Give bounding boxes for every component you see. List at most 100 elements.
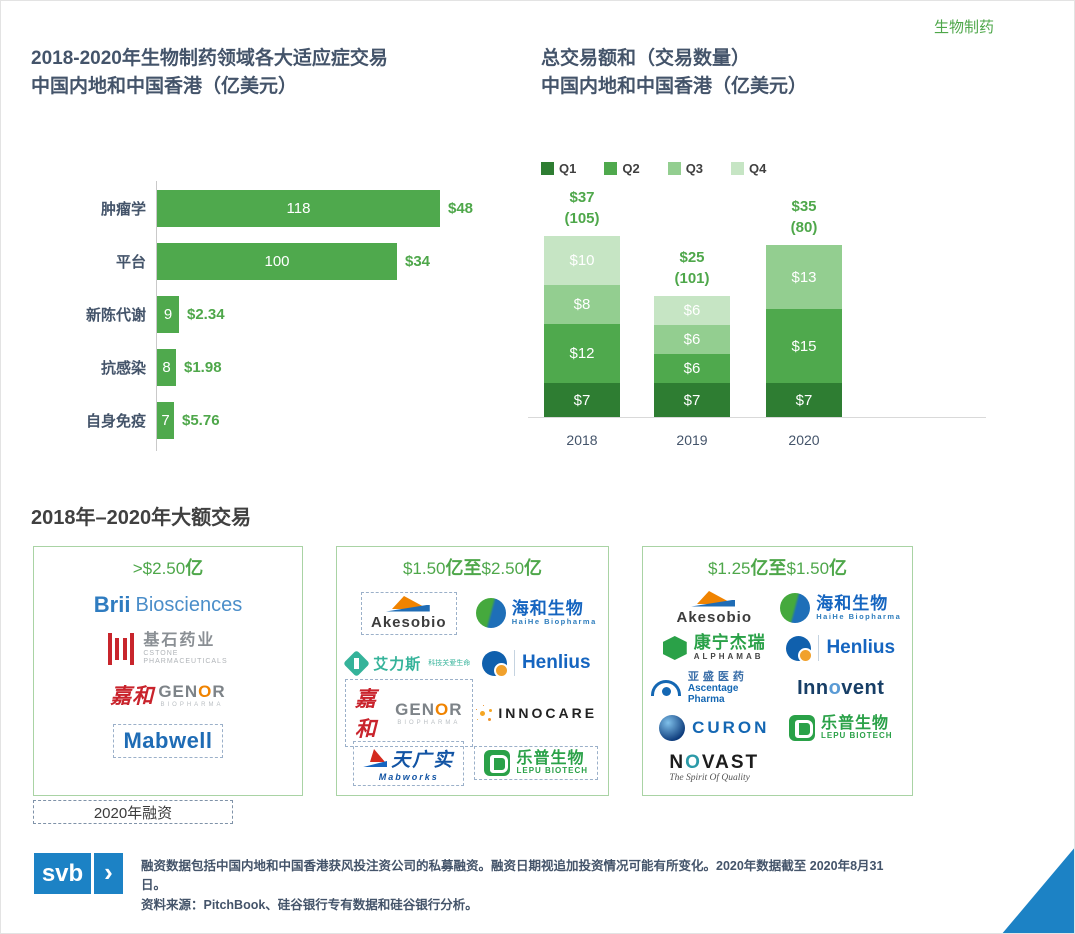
deal-box-header: $1.50亿至$2.50亿 [337, 554, 608, 580]
footnote-source: 资料来源：PitchBook、硅谷银行专有数据和硅谷银行分析。 [141, 897, 478, 912]
henlius-icon [481, 650, 509, 678]
section-title-part: 年大额交易 [151, 507, 252, 529]
stack-segment-q2: $6 [654, 354, 730, 383]
category-label-antiinfective: 抗感染 [100, 360, 146, 377]
year-label-2019: 2019 [676, 432, 708, 448]
bar-row: 7 $5.76 [157, 394, 501, 447]
header-amount: $2.50 [481, 559, 525, 578]
section-title-part: 年 [75, 507, 96, 529]
brii-wordmark: Brii [93, 592, 131, 617]
alphamab-en: ALPHAMAB [693, 651, 764, 661]
category-axis: 肿瘤学 平台 新陈代谢 抗感染 自身免疫 [31, 181, 156, 451]
cstone-en: PHARMACEUTICALS [143, 658, 228, 666]
year-label-2020: 2020 [788, 432, 820, 448]
henlius-wordmark: Henlius [826, 637, 896, 658]
genor-en-part: GEN [158, 681, 199, 701]
title-text: 年生物制药领域各大适应症交易 [121, 48, 388, 69]
logo-grid: Akesobio 海和生物 HaiHe Biopharma 艾力斯 科技关爱生命 … [337, 580, 608, 794]
deals-section-title: 2018年–2020年大额交易 [31, 501, 251, 530]
legend-item-q3: Q3 [667, 161, 703, 176]
header-amount: $1.50 [402, 559, 446, 578]
allist-cn: 艾力斯 [373, 655, 422, 673]
ascentage-en: Ascentage Pharma [687, 683, 739, 706]
logo-mabwell: Mabwell [113, 724, 223, 759]
stack-total-2019: $25 (101) [654, 247, 730, 289]
bar-amount-label: $2.34 [187, 306, 225, 323]
header-unit: 亿 [185, 558, 204, 578]
haihe-text: 海和生物 HaiHe Biopharma [512, 599, 597, 627]
bar-row: 118 $48 [157, 182, 501, 235]
right-chart-title: 总交易额和（交易数量） 中国内地和中国香港（亿美元） [541, 45, 991, 101]
logo-ascentage-pharma: 亚盛医药 Ascentage Pharma [651, 671, 778, 705]
logo-akesobio: Akesobio [360, 591, 457, 635]
genor-en: GENOR BIOPHARMA [395, 701, 462, 726]
segment-value-label: $8 [573, 296, 591, 313]
segment-value-label: $10 [569, 252, 595, 269]
left-chart-title-line2: 中国内地和中国香港（亿美元） [31, 76, 298, 97]
section-title-part: 2018 [31, 507, 76, 529]
stack-segment-q4: $10 [544, 236, 620, 285]
funding-2020-key: 2020年融资 [33, 800, 233, 824]
segment-value-label: $6 [683, 360, 701, 377]
header-amount: >$2.50 [132, 559, 186, 578]
footnote: 融资数据包括中国内地和中国香港获风投注资公司的私募融资。融资日期视追加投资情况可… [141, 857, 899, 915]
bar-row: 100 $34 [157, 235, 501, 288]
genor-cn: 嘉和 [355, 688, 377, 741]
innovent-wordmark: Innovent [797, 677, 884, 700]
header-unit: 亿 [524, 558, 543, 578]
total-amount: $37 [569, 189, 595, 206]
left-chart-title-line1: 2018-2020年生物制药领域各大适应症交易 [31, 45, 521, 73]
curon-wordmark: CURON [692, 718, 770, 737]
genor-sub: BIOPHARMA [397, 719, 461, 726]
stack-segment-q1: $7 [766, 383, 842, 417]
legend-label-q1: Q1 [559, 161, 577, 176]
akesobio-wordmark: Akesobio [370, 613, 447, 631]
stack-total-2020: $35 (80) [766, 196, 842, 238]
right-chart-title-line1: 总交易额和（交易数量） [541, 48, 751, 69]
haihe-text: 海和生物 HaiHe Biopharma [816, 594, 901, 622]
genor-en-part: GEN [395, 699, 435, 719]
total-amount: $35 [791, 198, 817, 215]
logo-alphamab: 康宁杰瑞 ALPHAMAB [662, 634, 766, 661]
innovent-part: vent [841, 676, 885, 699]
novast-o: O [685, 751, 702, 773]
bar-amount-label: $48 [448, 200, 474, 217]
logo-henlius: Henlius [786, 635, 896, 663]
legend-swatch-q2 [604, 162, 618, 175]
segment-value-label: $7 [795, 391, 813, 409]
logo-henlius: Henlius [481, 650, 591, 678]
stack-segment-q2: $15 [766, 309, 842, 383]
deal-count: (105) [564, 210, 600, 227]
quarter-legend: Q1 Q2 Q3 Q4 [541, 161, 766, 176]
stack-2018: $37 (105) $10 $8 $12 $7 2018 [544, 187, 620, 448]
mabworks-icon [363, 749, 387, 767]
x-axis-baseline [528, 417, 986, 418]
innocare-icon [475, 706, 489, 720]
logo-allist: 艾力斯 科技关爱生命 [343, 649, 471, 677]
logo-cstone-pharmaceuticals: 基石药业 CSTONE PHARMACEUTICALS [108, 632, 227, 666]
henlius-divider [818, 635, 820, 661]
segment-value-label: $13 [791, 268, 817, 286]
ascentage-text: 亚盛医药 Ascentage Pharma [688, 671, 778, 705]
henlius-icon [786, 635, 814, 663]
logo-innocare: INNOCARE [475, 705, 597, 721]
legend-swatch-q1 [541, 162, 554, 175]
akesobio-icon [691, 590, 737, 607]
lepu-cn: 乐普生物 [516, 749, 585, 767]
bar-deal-count: 7 [161, 412, 170, 429]
innovent-part: Inn [797, 676, 829, 699]
logo-haihe-biopharma: 海和生物 HaiHe Biopharma [475, 598, 597, 628]
deal-count: (80) [790, 219, 818, 236]
curon-icon [659, 715, 686, 741]
bar-platform: 100 [157, 243, 397, 280]
ascentage-cn: 亚盛医药 [687, 670, 748, 683]
allist-tagline: 科技关爱生命 [428, 660, 471, 667]
stack-2019: $25 (101) $6 $6 $6 $7 2019 [654, 247, 730, 448]
bar-autoimmune: 7 [157, 402, 174, 439]
bar-oncology: 118 [157, 190, 440, 227]
haihe-icon [780, 593, 811, 623]
logo-innovent: Innovent [797, 677, 884, 700]
henlius-divider [513, 650, 515, 676]
haihe-icon [475, 598, 506, 628]
genor-o: O [198, 681, 213, 701]
